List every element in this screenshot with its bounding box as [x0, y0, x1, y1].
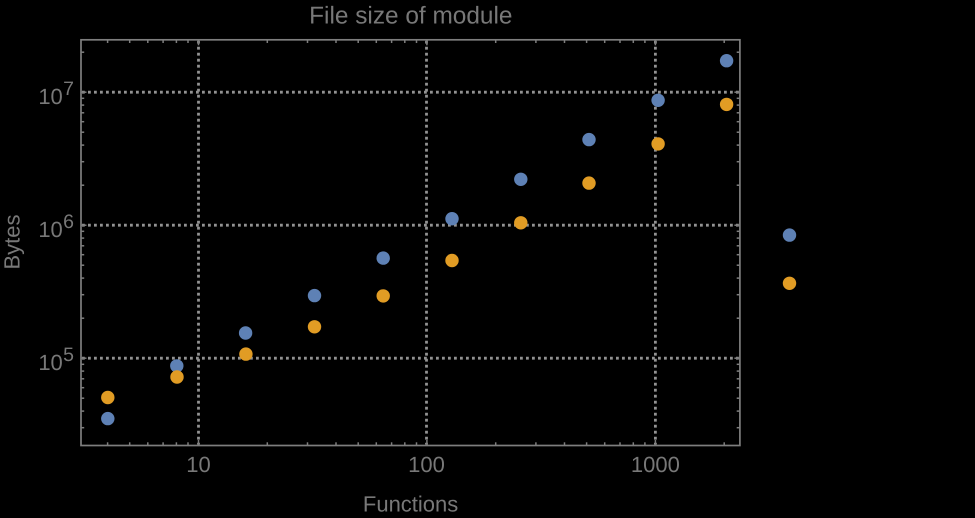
svg-text:10: 10	[38, 350, 62, 375]
svg-text:Bytes: Bytes	[0, 214, 24, 269]
svg-text:6: 6	[63, 211, 74, 233]
svg-text:File size of module: File size of module	[309, 2, 512, 29]
svg-text:1000: 1000	[631, 452, 680, 477]
svg-text:7: 7	[63, 78, 74, 100]
svg-text:5: 5	[63, 344, 74, 366]
svg-text:10: 10	[38, 84, 62, 109]
svg-text:10: 10	[38, 217, 62, 242]
svg-text:100: 100	[408, 452, 445, 477]
svg-text:10: 10	[186, 452, 210, 477]
svg-text:Functions: Functions	[363, 492, 458, 514]
